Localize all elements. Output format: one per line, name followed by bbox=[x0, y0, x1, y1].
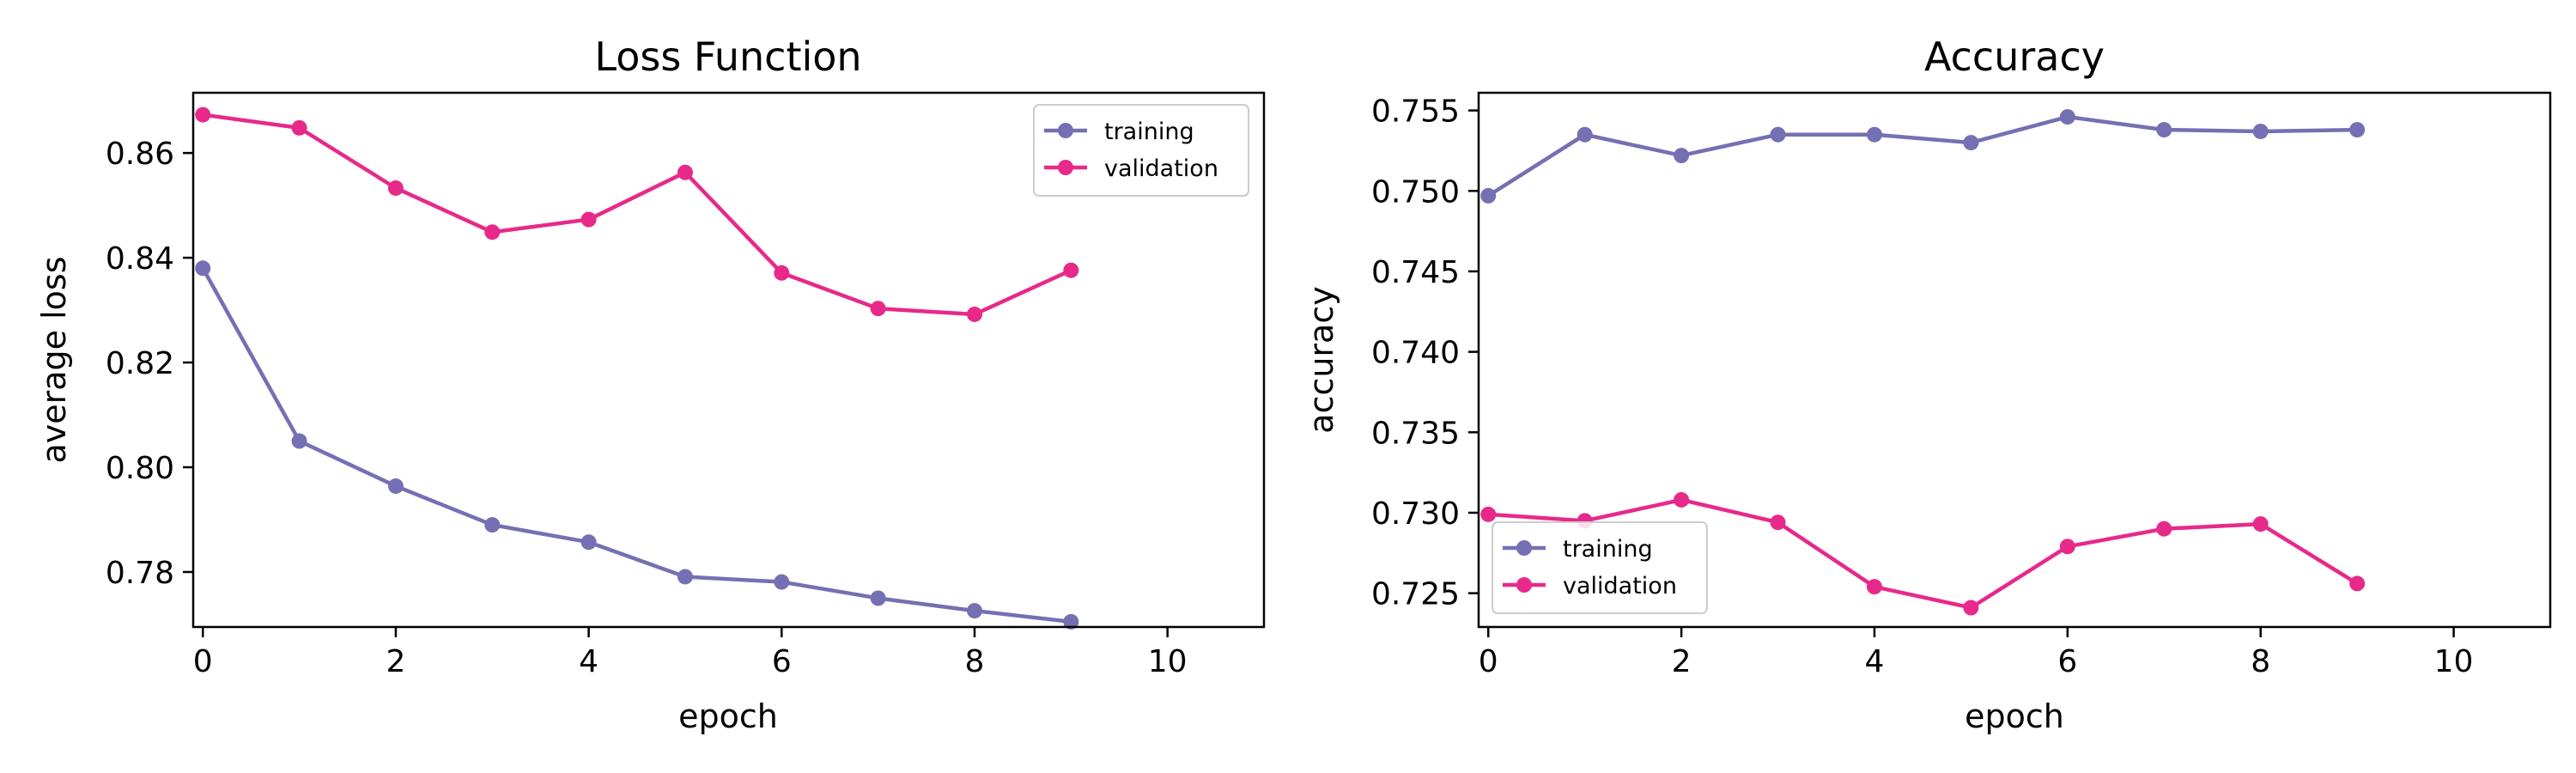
x-tick-label: 10 bbox=[2434, 644, 2474, 679]
accuracy-chart-title: Accuracy bbox=[1924, 33, 2105, 80]
accuracy-chart: Accuracy epoch accuracy 0 2 4 6 8 10 0.725 0.73… bbox=[1303, 33, 2552, 735]
legend-marker-validation bbox=[1516, 577, 1532, 593]
loss-chart-title: Loss Function bbox=[594, 33, 861, 80]
y-tick-label: 0.82 bbox=[106, 346, 174, 381]
validation-point bbox=[484, 224, 501, 240]
validation-point bbox=[2349, 575, 2366, 592]
x-tick-label: 2 bbox=[1672, 644, 1692, 679]
x-tick-label: 8 bbox=[2251, 644, 2270, 679]
axes-frame bbox=[191, 91, 1266, 629]
validation-series-line bbox=[1488, 497, 2359, 610]
training-point bbox=[2059, 109, 2075, 125]
validation-point bbox=[291, 119, 307, 136]
training-point bbox=[677, 569, 693, 585]
y-tick-label: 0.745 bbox=[1371, 255, 1460, 290]
legend-label-training: training bbox=[1563, 536, 1653, 563]
legend-marker-validation bbox=[1058, 160, 1073, 175]
validation-point bbox=[1674, 491, 1690, 508]
training-point bbox=[484, 517, 501, 533]
training-series-line bbox=[201, 267, 1072, 624]
training-point bbox=[195, 260, 211, 277]
y-tick-label: 0.755 bbox=[1371, 94, 1460, 130]
validation-point bbox=[774, 265, 790, 281]
training-point bbox=[1866, 126, 1882, 143]
y-tick-label: 0.735 bbox=[1371, 416, 1460, 451]
training-point bbox=[1963, 135, 1979, 151]
validation-point bbox=[966, 306, 982, 322]
y-tick-label: 0.750 bbox=[1371, 174, 1460, 210]
loss-chart-plot-area: 0 2 4 6 8 10 0.78 0.80 0.82 0.84 0.86 training valid… bbox=[106, 91, 1266, 679]
legend-label-validation: validation bbox=[1104, 155, 1218, 182]
training-point bbox=[2252, 123, 2269, 139]
validation-point bbox=[1963, 600, 1979, 616]
x-tick-label: 0 bbox=[1479, 644, 1498, 679]
y-tick-label: 0.725 bbox=[1371, 577, 1460, 612]
validation-point bbox=[2252, 516, 2269, 533]
y-tick-label: 0.86 bbox=[106, 137, 174, 172]
validation-point bbox=[1770, 514, 1786, 531]
legend-label-training: training bbox=[1104, 119, 1194, 145]
x-tick-label: 0 bbox=[193, 644, 213, 679]
training-point bbox=[1063, 613, 1079, 630]
axes-frame bbox=[1477, 91, 2552, 629]
validation-point bbox=[387, 180, 404, 196]
validation-point bbox=[1063, 262, 1079, 278]
validation-point bbox=[580, 211, 597, 228]
y-tick-label: 0.84 bbox=[106, 241, 174, 277]
x-tick-label: 10 bbox=[1148, 644, 1188, 679]
training-point bbox=[774, 574, 790, 590]
loss-chart: Loss Function epoch average loss 0 2 4 6 8 10… bbox=[35, 33, 1266, 735]
x-tick-label: 4 bbox=[579, 644, 598, 679]
legend-box bbox=[1033, 104, 1249, 197]
legend-box bbox=[1492, 521, 1708, 614]
training-series-line bbox=[1487, 114, 2358, 198]
accuracy-chart-ylabel: accuracy bbox=[1303, 286, 1340, 433]
training-point bbox=[580, 534, 597, 551]
legend: training validation bbox=[1492, 521, 1708, 614]
x-tick-label: 4 bbox=[1865, 644, 1885, 679]
loss-chart-xlabel: epoch bbox=[678, 697, 778, 735]
training-point bbox=[291, 433, 307, 449]
training-point bbox=[870, 590, 886, 606]
validation-point bbox=[195, 107, 211, 123]
training-point bbox=[1770, 126, 1786, 143]
y-tick-label: 0.730 bbox=[1371, 496, 1460, 532]
validation-point bbox=[2156, 520, 2172, 537]
y-tick-label: 0.740 bbox=[1371, 336, 1460, 371]
x-tick-label: 2 bbox=[386, 644, 405, 679]
validation-point bbox=[677, 164, 693, 180]
loss-chart-ylabel: average loss bbox=[35, 256, 73, 463]
training-point bbox=[387, 478, 404, 494]
training-point bbox=[2349, 122, 2366, 138]
accuracy-chart-xlabel: epoch bbox=[1965, 697, 2064, 735]
legend: training validation bbox=[1033, 104, 1249, 197]
training-point bbox=[966, 603, 982, 619]
training-point bbox=[1674, 148, 1690, 164]
training-point bbox=[1480, 187, 1497, 204]
x-tick-label: 6 bbox=[2057, 644, 2077, 679]
x-tick-label: 6 bbox=[772, 644, 792, 679]
accuracy-chart-plot-area: 0 2 4 6 8 10 0.725 0.730 0.735 0.740 0.745 0.750 0.7… bbox=[1371, 91, 2552, 679]
legend-marker-training bbox=[1058, 123, 1073, 138]
validation-series-line bbox=[202, 113, 1072, 317]
validation-point bbox=[2059, 539, 2075, 555]
y-tick-label: 0.78 bbox=[106, 556, 174, 591]
training-point bbox=[1577, 126, 1593, 143]
validation-point bbox=[1866, 579, 1882, 595]
legend-marker-training bbox=[1516, 540, 1532, 556]
legend-label-validation: validation bbox=[1563, 573, 1677, 600]
x-tick-label: 8 bbox=[965, 644, 985, 679]
validation-point bbox=[870, 301, 886, 317]
y-tick-label: 0.80 bbox=[106, 451, 174, 486]
validation-point bbox=[1480, 506, 1497, 522]
training-point bbox=[2156, 122, 2172, 138]
